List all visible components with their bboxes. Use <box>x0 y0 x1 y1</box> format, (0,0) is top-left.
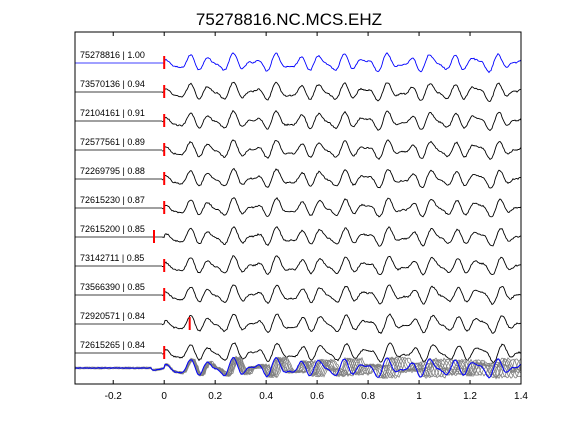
x-tick-label: 0.2 <box>208 391 222 402</box>
x-tick-label: 1 <box>416 391 422 402</box>
x-tick-label: 0.6 <box>310 391 324 402</box>
trace-label: 72269795 | 0.88 <box>80 166 145 176</box>
x-tick-label: 1.2 <box>463 391 477 402</box>
trace-line <box>161 313 522 335</box>
axes-frame <box>74 31 522 385</box>
trace-label: 72615265 | 0.84 <box>80 340 145 350</box>
trace-line <box>161 139 522 161</box>
trace-line <box>161 167 522 189</box>
x-tick-label: 1.4 <box>514 391 528 402</box>
x-tick-label: 0.8 <box>361 391 375 402</box>
trace-label: 72615230 | 0.87 <box>80 195 145 205</box>
trace-label: 73570136 | 0.94 <box>80 79 145 89</box>
trace-line <box>161 284 521 306</box>
trace-line <box>162 52 522 74</box>
trace-label: 72615200 | 0.85 <box>80 224 145 234</box>
trace-label: 72920571 | 0.84 <box>80 311 145 321</box>
x-tick-label: -0.2 <box>105 391 123 402</box>
plot-area: 75278816 | 1.00 73570136 | 0.94 72104161 |… <box>74 50 522 380</box>
trace-line <box>162 255 522 276</box>
chart-title: 75278816.NC.MCS.EHZ <box>196 10 382 29</box>
trace-line <box>161 81 522 103</box>
trace-line <box>161 109 522 132</box>
trace-label: 75278816 | 1.00 <box>80 50 145 60</box>
trace-label: 72577561 | 0.89 <box>80 137 145 147</box>
x-tick-label: 0 <box>161 391 167 402</box>
trace-line <box>161 197 522 218</box>
x-axis: -0.2 0 0.2 0.4 0.6 0.8 1 1.2 1.4 <box>105 32 528 402</box>
trace-line <box>161 342 522 363</box>
trace-label: 72104161 | 0.91 <box>80 108 145 118</box>
stack-reference-line <box>74 356 522 379</box>
x-tick-label: 0.4 <box>259 391 273 402</box>
trace-line <box>161 226 522 247</box>
trace-label: 73142711 | 0.85 <box>80 253 144 263</box>
trace-label: 73566390 | 0.85 <box>80 282 145 292</box>
